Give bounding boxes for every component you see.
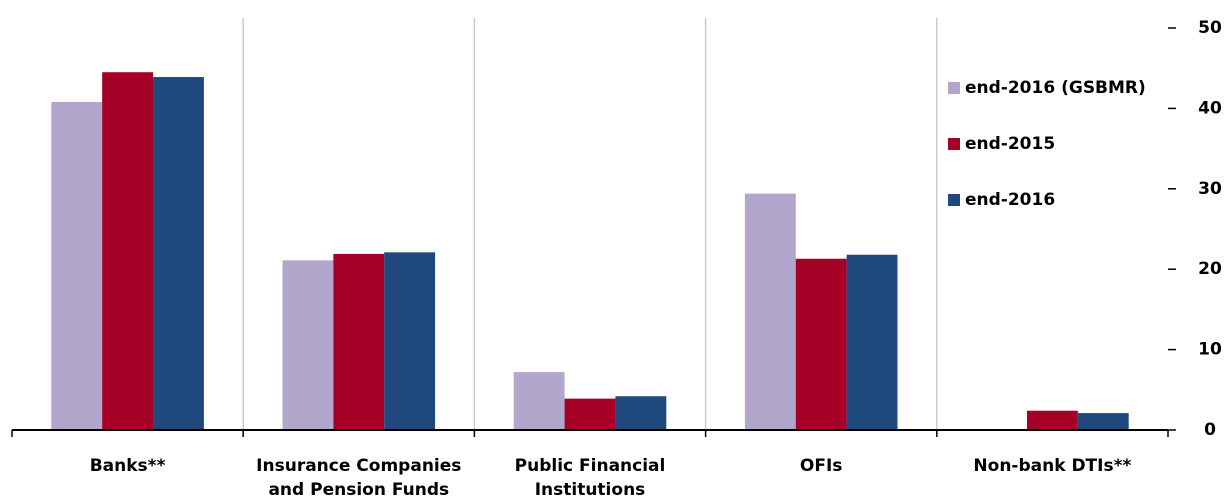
bar [384, 252, 436, 430]
bar [795, 258, 847, 430]
legend-swatch [948, 194, 960, 206]
bar [846, 254, 898, 430]
y-tick-label: 50 [1198, 18, 1222, 38]
bar [153, 77, 204, 430]
bar [1077, 413, 1129, 430]
bar [333, 253, 385, 430]
y-tick-label: 40 [1198, 98, 1222, 118]
legend-label: end-2016 (GSBMR) [965, 78, 1146, 98]
legend-entry: end-2015 [948, 134, 1055, 154]
bar [51, 101, 103, 430]
bar [615, 396, 667, 430]
x-tick-label: Banks** [89, 456, 166, 476]
bar [282, 260, 334, 430]
y-tick-label: 0 [1204, 420, 1216, 440]
y-tick-label: 30 [1198, 179, 1222, 199]
bar [513, 372, 565, 430]
legend-entry: end-2016 (GSBMR) [948, 78, 1146, 98]
legend-label: end-2015 [965, 134, 1056, 154]
bar [564, 398, 616, 430]
legend-label: end-2016 [965, 190, 1056, 210]
legend-swatch [948, 82, 960, 94]
x-tick-label: OFIs [799, 456, 843, 476]
x-tick-label: Insurance Companies and Pension Funds [256, 456, 462, 500]
x-tick-label: Public Financial Institutions [514, 456, 666, 500]
y-tick-label: 10 [1198, 340, 1222, 360]
x-tick-label: Non-bank DTIs** [973, 456, 1132, 476]
bar [102, 72, 154, 430]
legend-entry: end-2016 [948, 190, 1055, 210]
legend-swatch [948, 138, 960, 150]
bar [1026, 410, 1078, 430]
y-tick-label: 20 [1198, 259, 1222, 279]
bar [744, 193, 796, 430]
